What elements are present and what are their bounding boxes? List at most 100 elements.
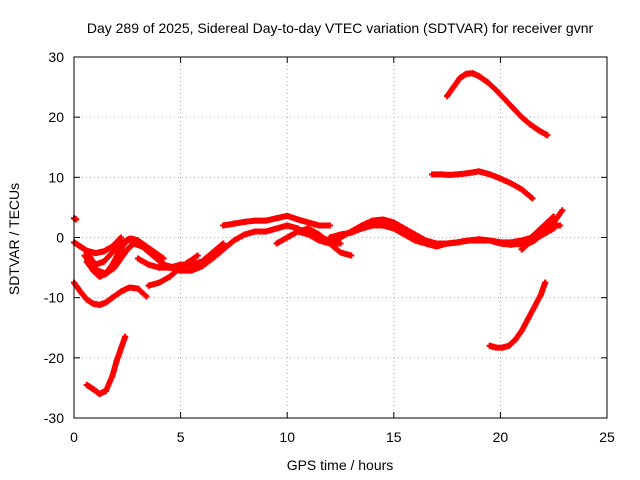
series-arc-17 (486, 279, 549, 351)
data-point (550, 222, 557, 229)
data-point (501, 96, 508, 103)
data-series-group (71, 70, 566, 397)
data-point (128, 235, 135, 242)
data-point (124, 246, 131, 253)
data-point (486, 237, 493, 244)
data-point (390, 219, 397, 226)
data-point (305, 219, 312, 226)
data-point (433, 243, 440, 250)
data-point (117, 255, 124, 262)
data-point (83, 296, 90, 303)
data-point (326, 222, 333, 229)
data-point (83, 258, 90, 265)
data-point (446, 171, 453, 178)
data-point (544, 132, 551, 139)
data-point (209, 255, 216, 262)
data-point (358, 225, 365, 232)
data-point (412, 237, 419, 244)
data-point (160, 255, 167, 262)
data-point (508, 241, 515, 248)
y-tick-label: -30 (44, 410, 64, 426)
data-point (115, 249, 122, 256)
data-point (469, 70, 476, 77)
data-point (465, 170, 472, 177)
data-point (550, 213, 557, 220)
data-point (230, 237, 237, 244)
data-point (96, 301, 103, 308)
data-point (476, 168, 483, 175)
data-point (463, 70, 470, 77)
data-point (194, 252, 201, 259)
data-point (380, 216, 387, 223)
data-point (465, 237, 472, 244)
data-point (316, 222, 323, 229)
series-arc-15 (429, 168, 536, 202)
data-point (497, 240, 504, 247)
data-point (401, 231, 408, 238)
data-point (83, 381, 90, 388)
data-point (92, 250, 99, 257)
data-point (273, 225, 280, 232)
y-axis-label: SDTVAR / TECUs (6, 183, 22, 295)
data-point (476, 73, 483, 80)
data-point (412, 231, 419, 238)
data-point (113, 357, 120, 364)
data-point (100, 248, 107, 255)
data-point (518, 186, 525, 193)
data-point (450, 84, 457, 91)
data-point (348, 229, 355, 236)
data-point (294, 216, 301, 223)
data-point (100, 258, 107, 265)
data-point (134, 255, 141, 262)
data-point (154, 255, 161, 262)
data-point (102, 270, 109, 277)
data-point (337, 231, 344, 238)
data-point (437, 171, 444, 178)
data-point (422, 240, 429, 247)
data-point (109, 249, 116, 256)
x-tick-label: 15 (386, 429, 402, 445)
data-point (537, 225, 544, 232)
x-axis-label: GPS time / hours (287, 457, 394, 473)
x-tick-label: 25 (599, 429, 615, 445)
data-point (117, 234, 124, 241)
data-point (518, 327, 525, 334)
data-point (305, 231, 312, 238)
data-point (535, 127, 542, 134)
data-point (90, 267, 97, 274)
data-point (497, 175, 504, 182)
x-tick-label: 5 (177, 429, 185, 445)
y-tick-label: -10 (44, 290, 64, 306)
data-point (542, 279, 549, 286)
data-point (273, 240, 280, 247)
data-point (134, 237, 141, 244)
y-tick-label: 30 (48, 49, 64, 65)
data-point (444, 240, 451, 247)
data-point (429, 171, 436, 178)
series-arc-3 (71, 279, 150, 308)
series-arc-11 (220, 212, 333, 229)
data-point (177, 267, 184, 274)
data-point (209, 249, 216, 256)
data-point (444, 93, 451, 100)
data-point (145, 261, 152, 268)
data-point (518, 243, 525, 250)
data-point (156, 279, 163, 286)
data-point (220, 246, 227, 253)
data-point (166, 264, 173, 271)
data-point (241, 231, 248, 238)
data-point (252, 217, 259, 224)
chart-title: Day 289 of 2025, Sidereal Day-to-day VTE… (87, 20, 594, 36)
data-point (141, 243, 148, 250)
series-arc-12 (273, 225, 355, 259)
data-point (527, 121, 534, 128)
data-point (166, 273, 173, 280)
data-point (96, 390, 103, 397)
data-point (316, 234, 323, 241)
y-tick-label: 0 (56, 230, 64, 246)
data-point (109, 294, 116, 301)
data-point (537, 231, 544, 238)
data-point (188, 261, 195, 268)
data-point (122, 239, 129, 246)
data-point (83, 249, 90, 256)
